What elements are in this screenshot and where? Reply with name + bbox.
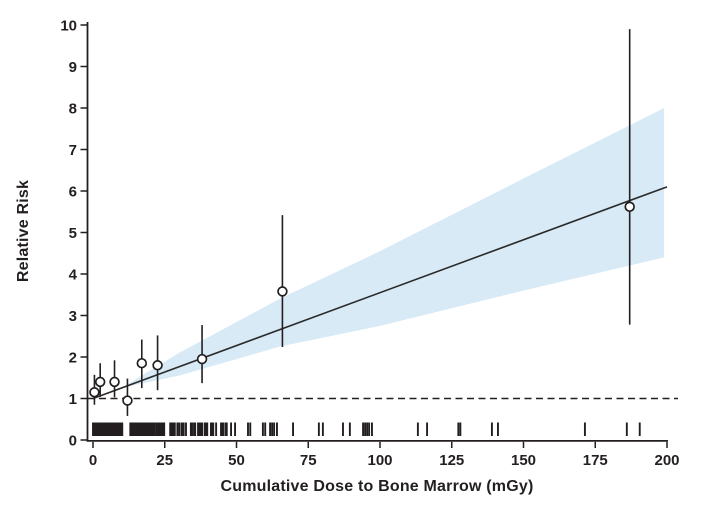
y-tick-label: 3	[69, 308, 77, 325]
y-tick-label: 1	[69, 391, 77, 408]
data-point	[152, 360, 163, 371]
y-tick-label: 8	[69, 101, 77, 118]
y-tick-label: 0	[69, 433, 77, 450]
y-tick-label: 7	[69, 142, 77, 159]
x-tick-label: 175	[583, 452, 608, 469]
y-tick-label: 6	[69, 184, 77, 201]
x-tick-label: 100	[367, 452, 392, 469]
data-point	[136, 357, 148, 369]
data-point	[277, 286, 288, 297]
x-axis-title: Cumulative Dose to Bone Marrow (mGy)	[220, 478, 534, 495]
y-tick-label: 10	[60, 18, 77, 35]
x-tick-label: 75	[300, 452, 317, 469]
x-tick-label: 200	[654, 452, 679, 469]
x-tick-label: 125	[439, 452, 464, 469]
data-point	[624, 201, 635, 213]
data-point	[89, 387, 100, 398]
x-tick-label: 50	[228, 452, 245, 469]
data-point	[94, 376, 106, 388]
x-tick-label: 25	[156, 452, 173, 469]
data-point	[109, 376, 120, 388]
fit-line	[92, 186, 668, 400]
y-tick-label: 9	[69, 59, 77, 76]
y-axis-title: Relative Risk	[15, 179, 32, 283]
y-tick-label: 2	[69, 350, 77, 367]
data-point	[122, 395, 133, 406]
x-tick-label: 0	[89, 452, 97, 469]
data-point	[196, 353, 208, 365]
x-tick-label: 150	[511, 452, 536, 469]
y-tick-label: 4	[69, 267, 78, 284]
confidence-band	[121, 108, 665, 388]
y-tick-label: 5	[69, 225, 77, 242]
